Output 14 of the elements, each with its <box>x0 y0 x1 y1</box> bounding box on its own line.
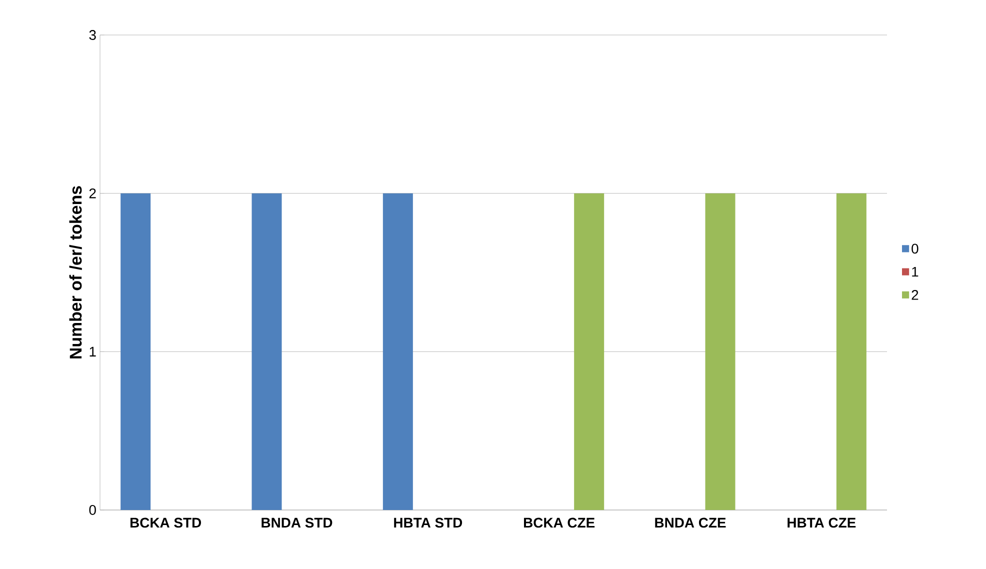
x-tick-label: BNDA STD <box>262 518 332 528</box>
legend-label: 0 <box>912 244 918 254</box>
x-tick-label: HBTA STD <box>394 518 462 528</box>
x-tick-label: BCKA CZE <box>524 518 595 528</box>
y-tick-label: 1 <box>90 346 96 356</box>
legend-label: 2 <box>912 290 918 300</box>
y-tick-label: 3 <box>89 30 96 40</box>
y-tick-label: 2 <box>89 188 96 198</box>
y-axis-title: Number of /er/ tokens <box>69 186 82 358</box>
y-tick-label: 0 <box>89 505 96 515</box>
x-tick-label: BNDA CZE <box>655 518 726 528</box>
x-tick-label: BCKA STD <box>130 518 202 528</box>
x-tick-label: HBTA CZE <box>788 518 856 528</box>
legend-label: 1 <box>912 266 918 277</box>
